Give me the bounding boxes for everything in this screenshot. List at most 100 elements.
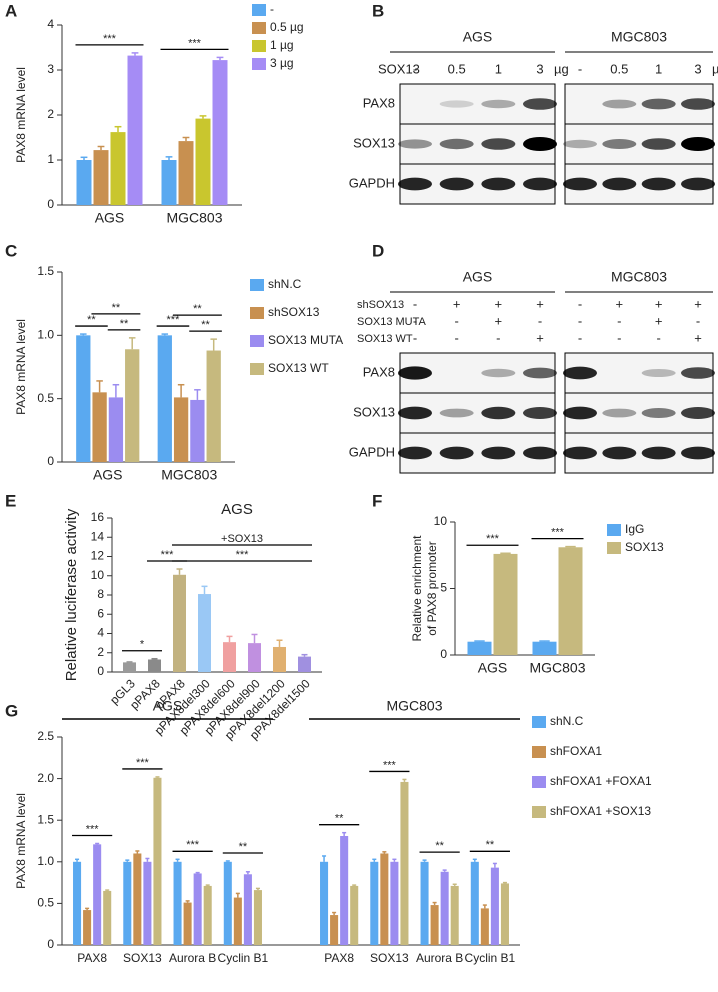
- x-tick-label: MGC803: [529, 660, 585, 676]
- y-tick-label: 14: [91, 529, 105, 543]
- condition-label: SOX13 MUTA: [357, 316, 427, 328]
- bar: [148, 659, 161, 672]
- bar: [480, 908, 489, 945]
- unit-label: µg: [712, 61, 718, 76]
- bar: [400, 781, 409, 945]
- lane-label: 3: [536, 61, 543, 76]
- significance-label: **: [120, 318, 129, 330]
- error-bar: [210, 338, 217, 351]
- significance-label: ***: [188, 37, 202, 49]
- band: [641, 408, 676, 418]
- band: [523, 407, 557, 419]
- bar: [125, 349, 140, 462]
- legend-swatch: [252, 58, 266, 70]
- legend-swatch: [607, 524, 621, 536]
- error-bar: [402, 778, 407, 782]
- significance-label: **: [112, 302, 121, 314]
- y-tick-label: 2.0: [37, 771, 54, 785]
- band: [481, 368, 516, 378]
- error-bar: [474, 640, 485, 642]
- y-tick-label: 1.5: [37, 812, 54, 826]
- error-bar: [500, 552, 511, 555]
- band: [681, 177, 715, 191]
- lane-label: +: [616, 296, 624, 311]
- bar: [153, 777, 162, 945]
- y-tick-label: 0.5: [37, 391, 54, 405]
- protein-label: SOX13: [353, 135, 395, 150]
- y-axis-label: Relative enrichment: [410, 535, 424, 642]
- group-label: MGC803: [611, 29, 667, 45]
- legend-swatch: [532, 776, 546, 788]
- y-tick-label: 1: [47, 152, 54, 166]
- y-tick-label: 0.5: [37, 896, 54, 910]
- significance-label: *: [140, 639, 145, 651]
- legend-swatch: [250, 363, 264, 375]
- band: [563, 177, 597, 191]
- error-bar: [502, 881, 507, 884]
- y-axis-label: of PAX8 promoter: [425, 541, 439, 636]
- band: [641, 98, 676, 110]
- band: [481, 177, 516, 191]
- error-bar: [245, 871, 250, 875]
- legend-label: SOX13: [625, 540, 664, 554]
- legend-swatch: [250, 335, 264, 347]
- band: [681, 137, 715, 151]
- bar: [92, 392, 107, 462]
- x-tick-label: AGS: [95, 210, 125, 226]
- bar: [243, 874, 252, 945]
- bar: [76, 335, 91, 462]
- bar: [183, 902, 192, 945]
- y-tick-label: 6: [97, 606, 104, 620]
- error-bar: [199, 115, 207, 119]
- significance-label: ***: [136, 757, 150, 769]
- unit-label: µg: [554, 61, 569, 76]
- bar: [178, 141, 194, 205]
- lane-label: +: [536, 330, 544, 345]
- bar: [108, 397, 124, 462]
- bar: [390, 861, 399, 945]
- bar: [198, 594, 211, 672]
- legend-swatch: [532, 746, 546, 758]
- error-bar: [322, 855, 327, 862]
- bar: [298, 656, 311, 672]
- lane-label: -: [696, 313, 700, 328]
- bar: [127, 55, 143, 205]
- error-bar: [105, 889, 110, 891]
- band: [563, 406, 597, 420]
- condition-label: shSOX13: [357, 299, 404, 311]
- legend-label: shN.C: [550, 714, 584, 728]
- lane-label: -: [578, 330, 582, 345]
- error-bar: [352, 884, 357, 886]
- error-bar: [112, 383, 120, 398]
- lane-label: -: [413, 61, 417, 76]
- bar: [320, 861, 329, 945]
- x-tick-label: PAX8: [324, 951, 354, 965]
- error-bar: [432, 901, 437, 906]
- bar: [253, 890, 262, 945]
- bar: [470, 861, 479, 945]
- significance-label: **: [486, 839, 495, 851]
- x-tick-label: MGC803: [161, 467, 217, 483]
- significance-label: **: [87, 314, 96, 326]
- error-bar: [276, 639, 283, 647]
- panel-label: A: [5, 1, 17, 20]
- error-bar: [97, 145, 105, 151]
- band: [481, 406, 516, 420]
- bar: [340, 836, 349, 945]
- bar: [143, 861, 152, 945]
- bar: [350, 885, 359, 945]
- error-bar: [176, 568, 183, 575]
- y-tick-label: 3: [47, 62, 54, 76]
- lane-label: -: [578, 313, 582, 328]
- lane-label: -: [617, 313, 621, 328]
- error-bar: [175, 858, 180, 862]
- error-bar: [194, 389, 201, 400]
- band: [481, 446, 516, 460]
- band: [563, 139, 597, 149]
- lane-label: +: [453, 296, 461, 311]
- error-bar: [75, 858, 80, 862]
- error-bar: [80, 156, 88, 160]
- bar: [110, 132, 126, 205]
- y-tick-label: 12: [91, 549, 105, 563]
- bar: [195, 118, 211, 205]
